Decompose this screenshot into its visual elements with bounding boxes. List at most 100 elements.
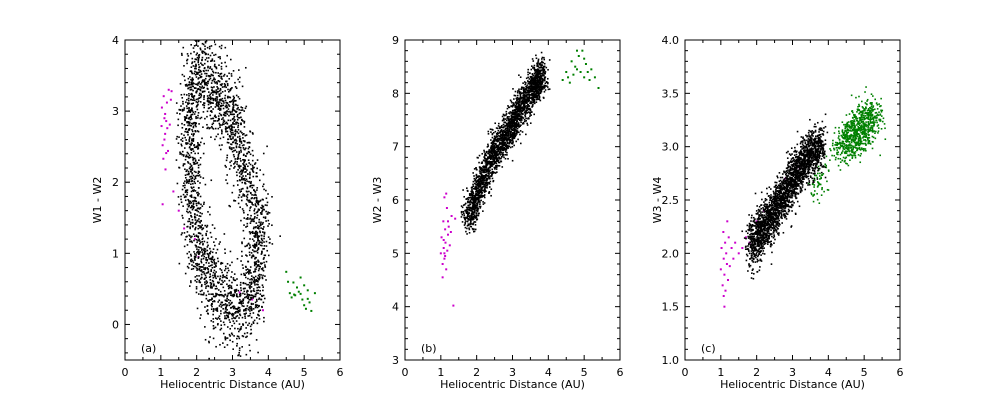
data-point: [197, 60, 199, 62]
data-point: [192, 219, 194, 221]
data-point: [487, 184, 489, 186]
data-point: [249, 315, 251, 317]
data-point: [240, 116, 242, 118]
data-point: [236, 115, 238, 117]
data-point: [495, 143, 497, 145]
data-point: [264, 245, 266, 247]
data-point: [442, 220, 444, 222]
data-point: [197, 194, 199, 196]
data-point: [215, 271, 217, 273]
data-point: [248, 181, 250, 183]
data-point: [215, 238, 217, 240]
data-point: [487, 145, 489, 147]
data-point: [187, 111, 189, 113]
data-point: [196, 203, 198, 205]
data-point: [248, 146, 250, 148]
data-point: [216, 68, 218, 70]
data-point: [205, 59, 207, 61]
data-point: [444, 228, 446, 230]
data-point: [180, 139, 182, 141]
data-point: [263, 235, 265, 237]
data-point: [242, 134, 244, 136]
data-point: [248, 273, 250, 275]
data-point: [195, 244, 197, 246]
data-point: [487, 175, 489, 177]
data-point: [206, 57, 208, 59]
data-point: [189, 125, 191, 127]
data-point: [200, 32, 202, 34]
data-point: [220, 73, 222, 75]
data-point: [199, 66, 201, 68]
data-point: [234, 140, 236, 142]
data-point: [245, 135, 247, 137]
data-point: [196, 105, 198, 107]
data-point: [198, 69, 200, 71]
data-point: [198, 275, 200, 277]
data-point: [189, 146, 191, 148]
data-point: [178, 109, 180, 111]
data-point: [512, 125, 514, 127]
data-point: [260, 200, 262, 202]
data-point: [200, 204, 202, 206]
data-point: [243, 144, 245, 146]
data-point: [218, 103, 220, 105]
data-point: [495, 166, 497, 168]
data-point: [251, 303, 253, 305]
data-point: [503, 149, 505, 151]
data-point: [254, 213, 256, 215]
data-point: [481, 181, 483, 183]
data-point: [260, 244, 262, 246]
data-point: [239, 179, 241, 181]
data-point: [232, 129, 234, 131]
data-point: [184, 196, 186, 198]
data-point: [201, 95, 203, 97]
data-point: [192, 140, 194, 142]
data-point: [252, 176, 254, 178]
data-point: [203, 249, 205, 251]
data-point: [544, 63, 546, 65]
data-point: [188, 200, 190, 202]
data-point: [219, 295, 221, 297]
data-point: [191, 172, 193, 174]
data-point: [494, 145, 496, 147]
data-point: [191, 152, 193, 154]
data-point: [263, 238, 265, 240]
data-point: [513, 145, 515, 147]
data-point: [236, 163, 238, 165]
data-point: [233, 113, 235, 115]
data-point: [205, 234, 207, 236]
data-point: [194, 87, 196, 89]
data-point: [226, 122, 228, 124]
data-point: [200, 87, 202, 89]
data-point: [231, 147, 233, 149]
data-point: [517, 128, 519, 130]
data-point: [232, 122, 234, 124]
data-point: [266, 146, 268, 148]
data-point: [512, 119, 514, 121]
data-point: [162, 144, 164, 146]
data-point: [258, 310, 260, 312]
data-point: [517, 92, 519, 94]
data-point: [188, 202, 190, 204]
data-point: [161, 107, 163, 109]
data-point: [269, 242, 271, 244]
data-point: [257, 227, 259, 229]
data-point: [213, 98, 215, 100]
data-point: [228, 72, 230, 74]
data-point: [261, 277, 263, 279]
data-point: [258, 268, 260, 270]
data-point: [197, 251, 199, 253]
data-point: [177, 124, 179, 126]
series-2: [285, 271, 316, 312]
data-point: [188, 218, 190, 220]
data-point: [211, 303, 213, 305]
data-point: [187, 102, 189, 104]
data-point: [225, 268, 227, 270]
data-point: [201, 51, 203, 53]
data-point: [567, 76, 569, 78]
data-point: [213, 338, 215, 340]
data-point: [241, 132, 243, 134]
data-point: [228, 108, 230, 110]
data-point: [204, 14, 206, 16]
